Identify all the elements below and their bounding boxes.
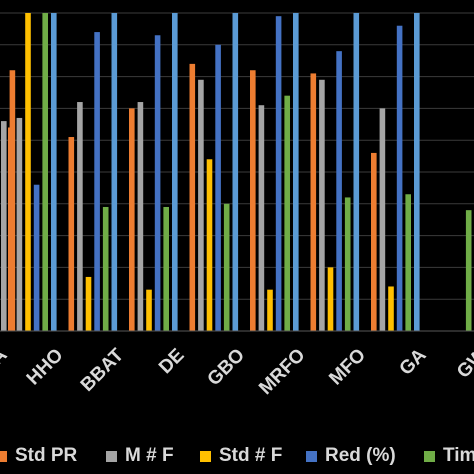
bar-m-f-mrfo <box>258 105 265 331</box>
legend-label-std-f: Std # F <box>219 445 283 466</box>
legend-swatch-m-f <box>106 450 117 462</box>
x-tick-label-ga: GA <box>396 344 431 379</box>
bar-m-f-de <box>137 102 144 331</box>
bar-m-f-mfo <box>319 79 325 331</box>
bar-tim-mfo <box>344 197 351 331</box>
x-tick-label-partial: A <box>0 344 12 369</box>
chart-legend: Std PR M # F Std # F Red (%) Tim <box>0 440 474 474</box>
x-tick-label-bbat: BBAT <box>77 344 128 395</box>
bar-series-6-de <box>172 13 178 331</box>
legend-label-tim: Tim <box>443 445 474 466</box>
bar-tim-mrfo <box>284 95 290 332</box>
legend-label-m-f: M # F <box>125 445 174 466</box>
bar-std-pr-de <box>129 108 135 332</box>
bar-series-6-mrfo <box>293 13 299 331</box>
bar-series-6-gbo <box>232 13 239 331</box>
bar-std-pr-hho <box>8 127 14 331</box>
bar-tim-de <box>163 206 169 331</box>
bar-m-f-gbo <box>198 79 204 331</box>
bar-std-f-hho <box>25 13 31 331</box>
bar-std-f-mrfo <box>267 289 273 331</box>
bar-red-mfo <box>336 51 342 331</box>
legend-swatch-tim <box>424 450 435 462</box>
x-tick-label-de: DE <box>155 345 189 379</box>
bar-m-f-bbat <box>77 102 83 331</box>
bar-std-pr-gbo <box>189 63 196 331</box>
legend-swatch-std-f <box>200 450 211 462</box>
bar-std-f-de <box>146 289 152 331</box>
x-tick-label-gw: GW <box>453 345 474 383</box>
bar-red-hho <box>33 184 40 331</box>
bar-series-6-ga <box>414 13 420 331</box>
legend-item-m-f: M # F <box>106 444 174 468</box>
legend-item-tim: Tim <box>424 444 474 468</box>
bar-red-de <box>154 35 161 331</box>
bar-std-f-ga <box>388 286 394 331</box>
legend-swatch-std-pr <box>0 450 7 462</box>
bar-std-pr-ga <box>371 152 377 331</box>
bar-tim-hho <box>42 13 48 331</box>
bar-tim-bbat <box>102 206 109 331</box>
x-tick-label-hho: HHO <box>23 345 68 390</box>
bar-red-mrfo <box>275 16 282 332</box>
legend-item-std-f: Std # F <box>200 444 282 468</box>
bar-chart: A HHO BBAT DE GBO MRFO MFO GA GW <box>0 12 474 399</box>
x-tick-label-mfo: MFO <box>325 345 370 390</box>
bar-std-pr-bbat <box>68 137 75 331</box>
bar-red-ga <box>396 25 403 331</box>
x-tick-label-gbo: GBO <box>204 345 249 390</box>
bar-series-6-hho <box>51 13 57 331</box>
bar-series-6-mfo <box>353 13 360 331</box>
bar-red-bbat <box>94 32 100 331</box>
bar-std-f-gbo <box>206 159 213 331</box>
bar-series-6-bbat <box>111 13 118 331</box>
legend-label-std-pr: Std PR <box>15 445 78 466</box>
bar-std-pr-mrfo <box>250 70 256 332</box>
legend-item-red: Red (%) <box>306 444 396 468</box>
bar-m-f-ga <box>379 108 386 332</box>
bar-tim-gw <box>465 210 472 331</box>
bar-red-gbo <box>215 44 221 332</box>
legend-label-red: Red (%) <box>325 445 396 466</box>
legend-swatch-red <box>306 450 317 462</box>
bar-std-f-mfo <box>327 267 334 331</box>
bar-tim-ga <box>405 194 411 331</box>
legend-item-std-pr: Std PR <box>0 444 77 468</box>
bar-m-f-leading <box>1 121 7 332</box>
bar-std-pr-mfo <box>310 73 317 332</box>
bar-std-f-bbat <box>85 276 92 331</box>
bar-m-f-hho <box>16 117 23 331</box>
bar-tim-gbo <box>223 203 230 331</box>
x-tick-label-mrfo: MRFO <box>255 345 309 399</box>
